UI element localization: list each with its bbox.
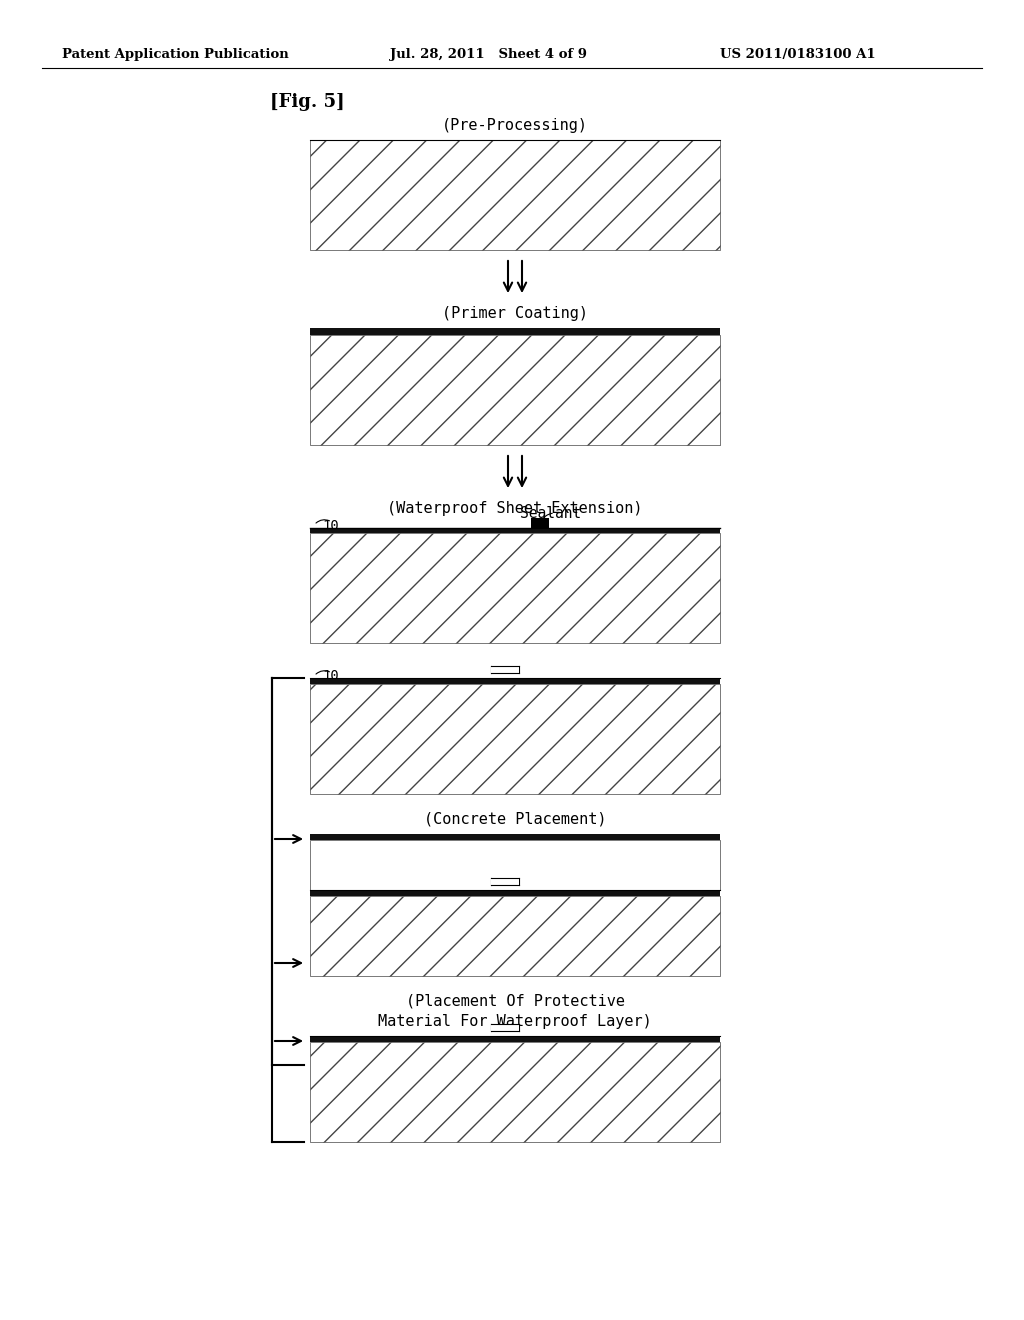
Text: Sealant: Sealant — [520, 506, 582, 521]
Text: 10: 10 — [322, 519, 339, 533]
Bar — [310, 684, 720, 795]
Text: (Waterproof Sheet Extension): (Waterproof Sheet Extension) — [387, 502, 643, 516]
Text: (Placement Of Protective
Material For Waterproof Layer): (Placement Of Protective Material For Wa… — [378, 994, 652, 1028]
Bar — [310, 896, 720, 975]
Text: [Fig. 5]: [Fig. 5] — [270, 92, 345, 111]
Text: (Pre-Processing): (Pre-Processing) — [442, 117, 588, 133]
Text: 10: 10 — [322, 669, 339, 682]
Bar — [310, 335, 720, 445]
Text: (Concrete Placement): (Concrete Placement) — [424, 812, 606, 828]
Text: Jul. 28, 2011   Sheet 4 of 9: Jul. 28, 2011 Sheet 4 of 9 — [390, 48, 587, 61]
Bar — [310, 840, 720, 890]
Bar — [490, 878, 519, 884]
Bar — [531, 517, 549, 528]
Bar — [310, 140, 720, 249]
Bar — [310, 1041, 720, 1142]
Bar — [310, 678, 720, 684]
Text: (Primer Coating): (Primer Coating) — [442, 306, 588, 321]
Text: Patent Application Publication: Patent Application Publication — [62, 48, 289, 61]
Text: US 2011/0183100 A1: US 2011/0183100 A1 — [720, 48, 876, 61]
Bar — [310, 533, 720, 643]
Bar — [490, 667, 519, 673]
Bar — [310, 890, 720, 896]
Bar — [490, 1024, 519, 1031]
Bar — [310, 834, 720, 840]
Bar — [310, 327, 720, 335]
Bar — [310, 1036, 720, 1041]
Bar — [310, 528, 720, 533]
